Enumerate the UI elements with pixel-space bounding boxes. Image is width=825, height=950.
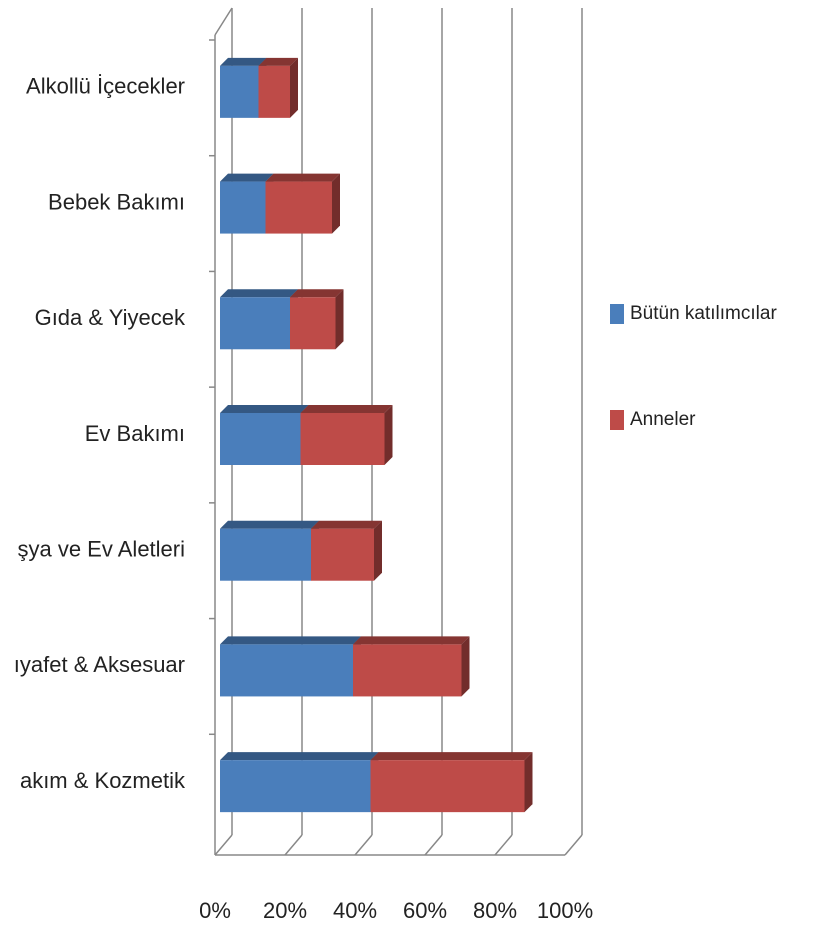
y-tick-label: ıyafet & Aksesuar [14,652,185,677]
bar-top [220,405,309,413]
x-tick-label: 40% [333,898,377,923]
x-tick-label: 60% [403,898,447,923]
bar-top [220,752,379,761]
bar-side [374,520,382,581]
bar-top [300,405,393,413]
x-tick-label: 100% [537,898,593,923]
bar [311,528,374,581]
bar-top [311,520,382,529]
legend-label: Bütün katılımcılar [630,303,777,324]
bar-side [290,57,298,118]
bar-side [384,405,393,465]
y-tick-label: şya ve Ev Aletleri [17,537,185,562]
y-tick-label: Ev Bakımı [85,421,185,446]
bar-side [524,752,533,813]
bar-top [265,173,340,182]
bar-top [220,173,274,182]
grid-line [214,834,233,856]
bar-top [220,520,319,529]
bar-segment [220,520,319,581]
bar-top [258,57,298,66]
bar [370,760,525,813]
bar-segment [220,405,309,465]
grid-line [284,834,303,856]
legend-swatch [610,304,624,324]
bar-segment [370,752,533,813]
bar [220,181,266,234]
y-tick-label: Alkollü İçecekler [26,74,185,99]
bar [220,297,290,350]
bar [220,413,301,465]
legend-label: Anneler [630,409,696,430]
bar [265,181,332,234]
bar-side [461,636,470,697]
bar [258,65,290,118]
y-tick-label: akım & Kozmetik [20,768,186,793]
bar [220,65,259,118]
x-tick-label: 0% [199,898,231,923]
bar [220,644,353,697]
bar-segment [311,520,382,581]
bar [353,644,462,697]
bar-top [220,57,267,66]
bar-segment [220,636,361,697]
bar-top [220,636,361,645]
grid-line [354,834,373,856]
bar-segment [265,173,340,234]
bar-side [332,173,340,234]
y-tick-label: Gıda & Yiyecek [35,305,186,330]
bar [220,528,311,581]
grid-line [494,834,513,856]
axis-wall [214,7,233,36]
bar-segment [220,173,274,234]
bar-segment [300,405,393,465]
bar-segment [220,752,379,813]
bar [290,297,336,350]
bar-side [335,289,344,350]
bar-segment [258,57,298,118]
bar-segment [220,289,298,350]
legend-swatch [610,410,624,430]
grid-line [424,834,443,856]
bar [220,760,371,813]
bar [300,413,385,465]
bar-top [353,636,470,645]
y-tick-label: Bebek Bakımı [48,189,185,214]
bar-segment [353,636,470,697]
x-tick-label: 80% [473,898,517,923]
bar-top [220,289,298,298]
x-tick-label: 20% [263,898,307,923]
grid-line [564,834,583,856]
bar-segment [290,289,344,350]
bar-top [370,752,533,761]
bar-top [290,289,344,298]
